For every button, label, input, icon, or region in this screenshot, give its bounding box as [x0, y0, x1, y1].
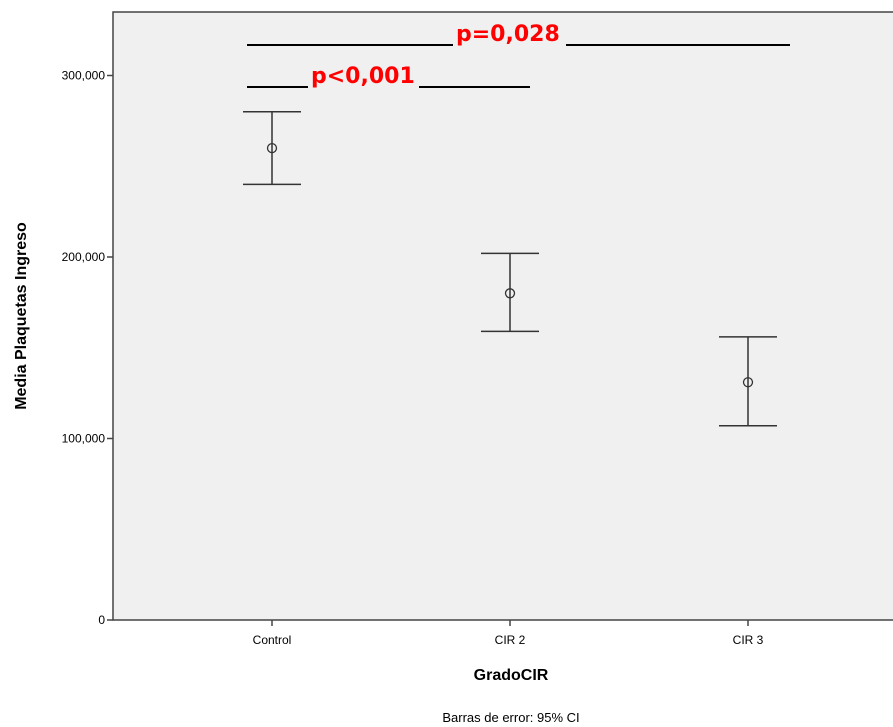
y-axis: 0 100,000 200,000 300,000 [62, 69, 113, 627]
y-tick-label: 300,000 [62, 69, 106, 83]
p-value-label: p<0,001 [311, 64, 415, 89]
y-tick-label: 200,000 [62, 250, 106, 264]
x-axis-title: GradoCIR [474, 667, 549, 684]
x-tick-label: CIR 2 [495, 633, 526, 647]
x-axis: Control CIR 2 CIR 3 [253, 620, 764, 647]
significance-annotations: p=0,028 p<0,001 [247, 22, 790, 89]
mean-point [742, 377, 754, 388]
error-bar-footnote: Barras de error: 95% CI [442, 710, 579, 725]
y-tick-label: 0 [98, 613, 105, 627]
mean-point [504, 288, 516, 299]
x-tick-label: Control [253, 633, 292, 647]
plot-area [112, 11, 893, 621]
x-tick-label: CIR 3 [733, 633, 764, 647]
y-axis-title: Media Plaquetas Ingreso [13, 222, 30, 410]
y-tick-label: 100,000 [62, 432, 106, 446]
p-value-label: p=0,028 [456, 22, 560, 47]
data-marks [243, 111, 777, 427]
mean-point [266, 142, 278, 154]
